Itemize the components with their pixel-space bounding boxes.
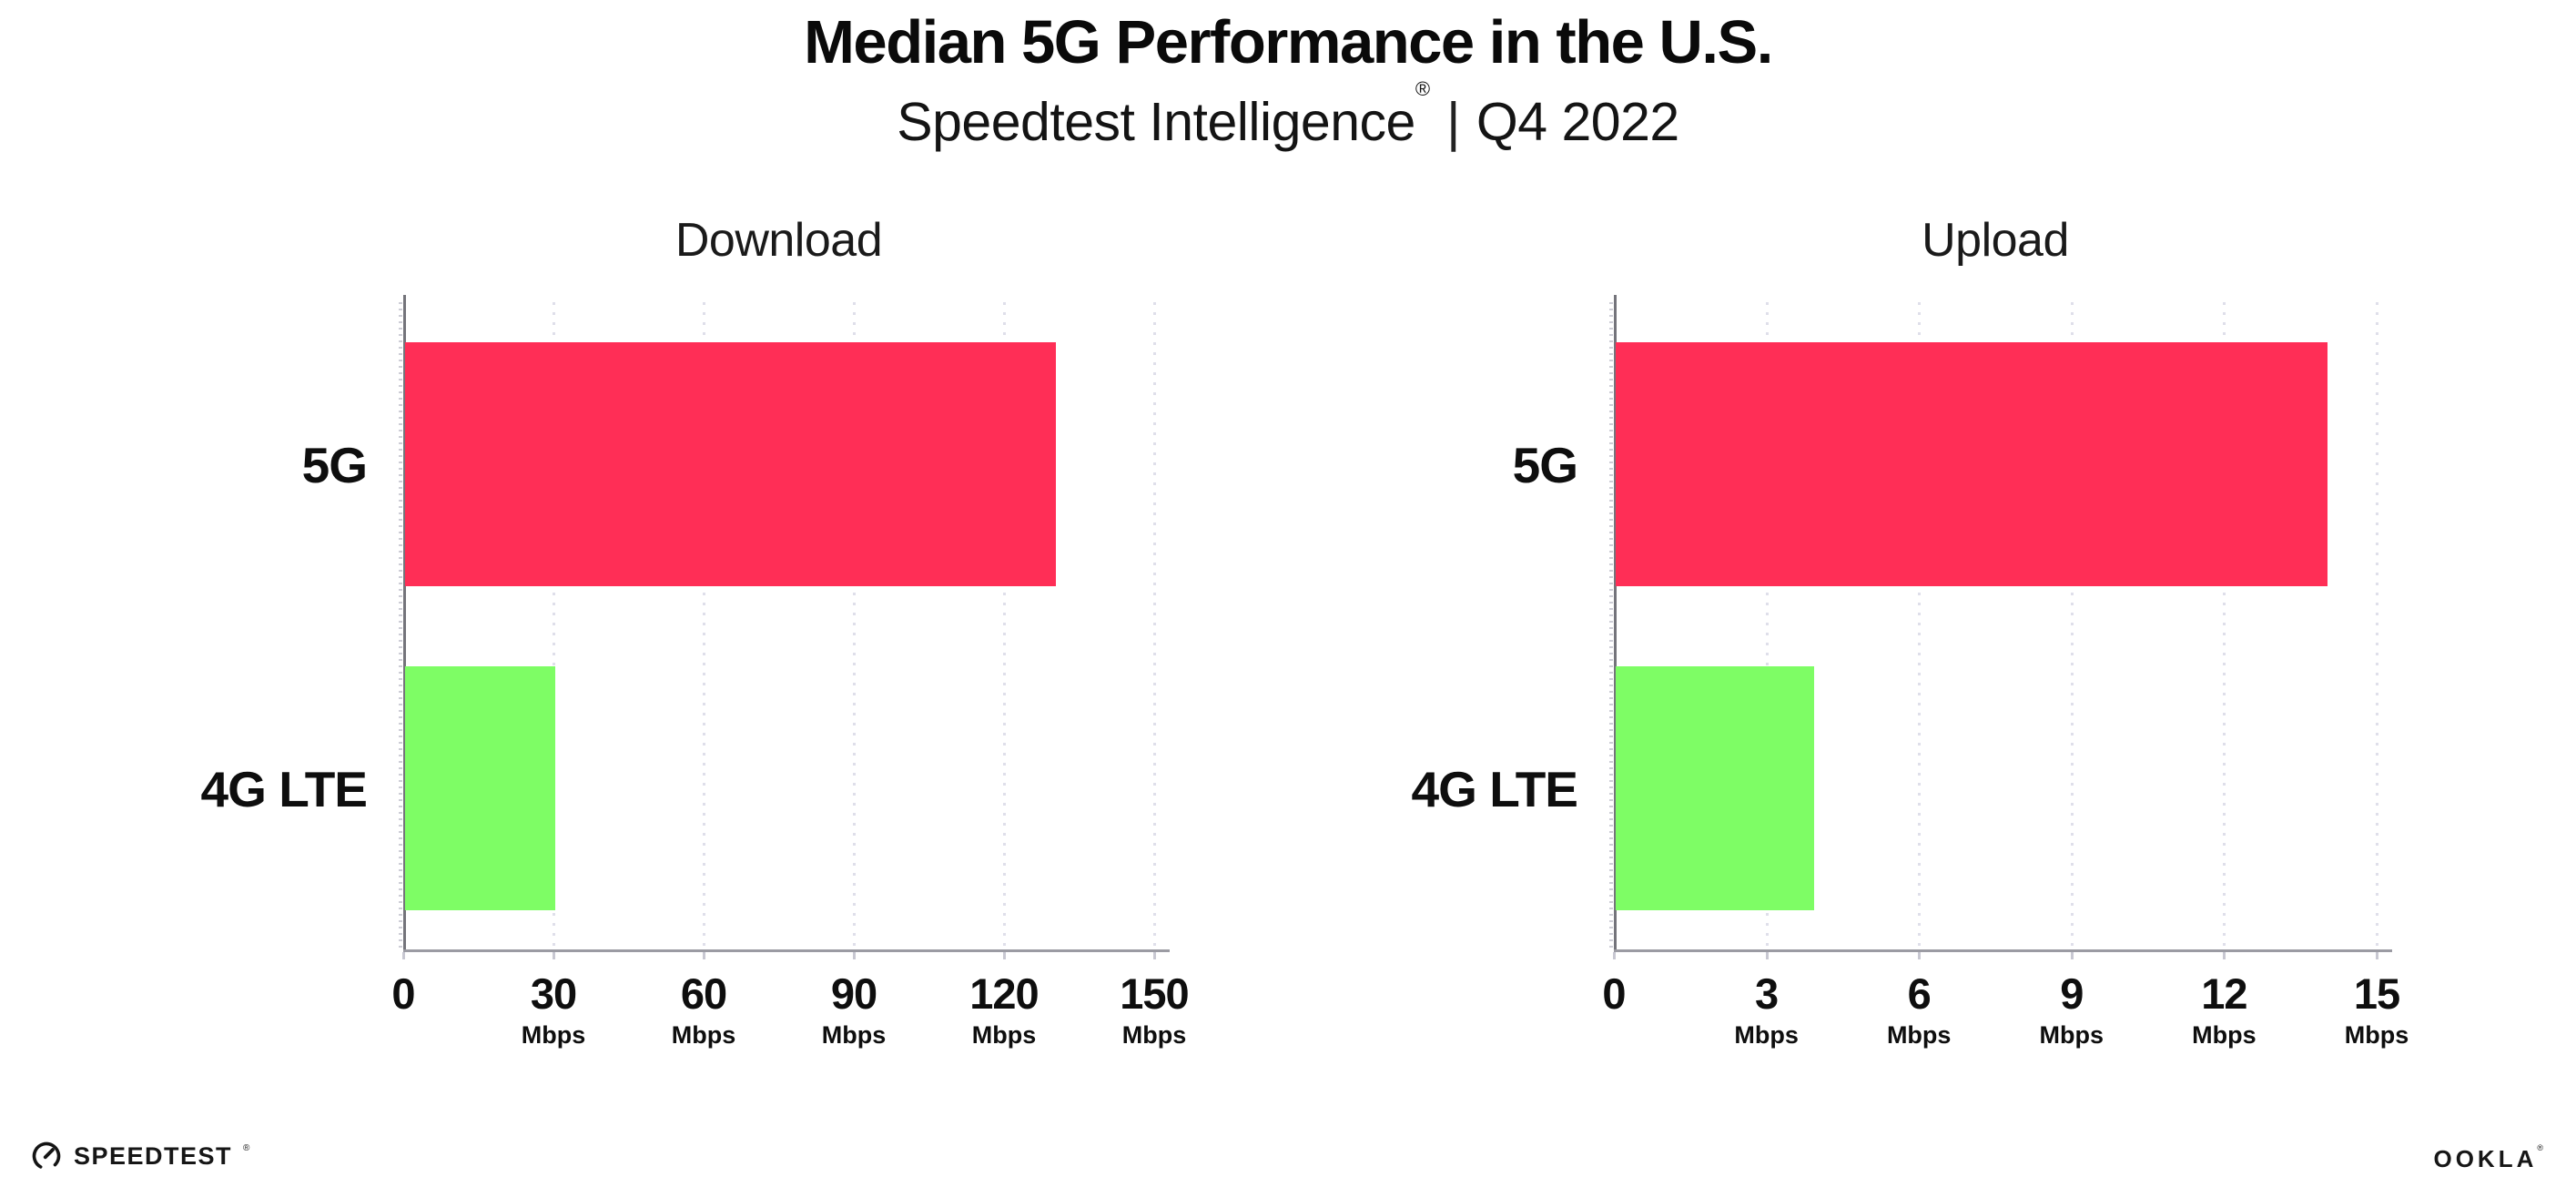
tick-number: 6 <box>1907 969 1932 1018</box>
category-label-5g-download: 5G <box>301 437 368 493</box>
grid-line-12 <box>2223 302 2226 950</box>
chart-title-upload: Upload <box>1922 214 2069 267</box>
x-tickmark-15 <box>2376 952 2378 959</box>
tick-unit: Mbps <box>2192 1021 2257 1049</box>
x-tickmark-90 <box>853 952 856 959</box>
tick-number: 3 <box>1755 969 1779 1018</box>
bar-5g-upload <box>1616 342 2328 586</box>
subtitle-separator: | <box>1446 92 1460 152</box>
tick-number: 120 <box>969 969 1039 1018</box>
bar-4g-lte-upload <box>1616 666 1814 910</box>
gauge-needle <box>43 1148 55 1160</box>
category-label-4g-lte-download: 4G LTE <box>200 761 368 817</box>
grid-line-60 <box>703 302 705 950</box>
x-tickmark-60 <box>703 952 705 959</box>
subtitle-period: Q4 2022 <box>1476 92 1679 152</box>
tick-number: 9 <box>2060 969 2084 1018</box>
tick-unit: Mbps <box>521 1021 586 1049</box>
x-tickmark-30 <box>553 952 555 959</box>
ookla-wordmark: OOKLA <box>2433 1145 2538 1172</box>
x-axis <box>403 949 1170 952</box>
speedtest-logo: SPEEDTEST ® <box>30 1140 249 1172</box>
tick-unit: Mbps <box>1734 1021 1799 1049</box>
tick-number: 0 <box>1602 969 1626 1018</box>
subtitle-brand: Speedtest Intelligence <box>897 92 1415 152</box>
x-tick-label-0-upload: 0 <box>1527 972 1700 1015</box>
tick-number: 150 <box>1120 969 1189 1018</box>
tick-unit: Mbps <box>971 1021 1037 1049</box>
x-tickmark-0 <box>402 952 405 959</box>
speedtest-gauge-icon <box>32 1141 61 1171</box>
x-tick-label-3-upload: 3 Mbps <box>1680 972 1853 1048</box>
speedtest-wordmark: SPEEDTEST <box>74 1141 233 1170</box>
tick-unit: Mbps <box>821 1021 887 1049</box>
x-tick-label-150-download: 150 Mbps <box>1068 972 1241 1048</box>
grid-line-6 <box>1918 302 1922 950</box>
plot-area-download <box>399 295 1170 959</box>
tick-number: 12 <box>2201 969 2247 1018</box>
category-label-5g-upload: 5G <box>1512 437 1578 493</box>
y-axis-minor-ticks <box>1609 302 1613 950</box>
x-tick-label-90-download: 90 Mbps <box>767 972 940 1048</box>
ookla-logo: OOKLA ® <box>2433 1143 2543 1172</box>
tick-unit: Mbps <box>671 1021 736 1049</box>
x-tick-label-30-download: 30 Mbps <box>467 972 640 1048</box>
plot-area-upload <box>1609 295 2392 959</box>
x-tickmark-150 <box>1153 952 1156 959</box>
grid-line-90 <box>853 302 856 950</box>
x-tickmark-3 <box>1765 952 1769 959</box>
tick-unit: Mbps <box>1886 1021 1952 1049</box>
speedtest-registered-mark: ® <box>243 1142 250 1153</box>
chart-title-download: Download <box>674 214 883 267</box>
grid-line-3 <box>1765 302 1769 950</box>
y-axis-minor-ticks <box>399 302 402 950</box>
tick-unit: Mbps <box>1121 1021 1187 1049</box>
x-tickmark-0 <box>1613 952 1616 959</box>
bar-5g-download <box>405 342 1056 586</box>
x-tickmark-6 <box>1918 952 1922 959</box>
x-tick-label-0-download: 0 <box>317 972 490 1015</box>
bar-4g-lte-download <box>405 666 555 910</box>
page-subtitle: Speedtest Intelligence® | Q4 2022 <box>0 78 2576 152</box>
x-axis <box>1614 949 2392 952</box>
tick-number: 30 <box>530 969 577 1018</box>
grid-line-120 <box>1003 302 1006 950</box>
grid-line-15 <box>2376 302 2378 950</box>
x-tick-label-6-upload: 6 Mbps <box>1832 972 2005 1048</box>
tick-number: 90 <box>830 969 877 1018</box>
grid-line-150 <box>1153 302 1156 950</box>
tick-number: 0 <box>391 969 415 1018</box>
tick-number: 15 <box>2353 969 2400 1018</box>
category-label-4g-lte-upload: 4G LTE <box>1411 761 1578 817</box>
tick-unit: Mbps <box>2344 1021 2409 1049</box>
x-tick-label-9-upload: 9 Mbps <box>1985 972 2158 1048</box>
x-tickmark-9 <box>2070 952 2074 959</box>
x-tickmark-12 <box>2223 952 2226 959</box>
grid-line-30 <box>553 302 555 950</box>
x-tick-label-120-download: 120 Mbps <box>918 972 1090 1048</box>
tick-number: 60 <box>680 969 727 1018</box>
y-axis <box>1614 295 1617 950</box>
grid-line-9 <box>2070 302 2074 950</box>
page-title: Median 5G Performance in the U.S. <box>804 8 1773 76</box>
ookla-registered-mark: ® <box>2537 1143 2543 1152</box>
y-axis <box>403 295 406 950</box>
registered-mark: ® <box>1415 77 1431 101</box>
x-tick-label-12-upload: 12 Mbps <box>2137 972 2310 1048</box>
x-tickmark-120 <box>1003 952 1006 959</box>
tick-unit: Mbps <box>2039 1021 2104 1049</box>
x-tick-label-15-upload: 15 Mbps <box>2290 972 2463 1048</box>
x-tick-label-60-download: 60 Mbps <box>617 972 790 1048</box>
